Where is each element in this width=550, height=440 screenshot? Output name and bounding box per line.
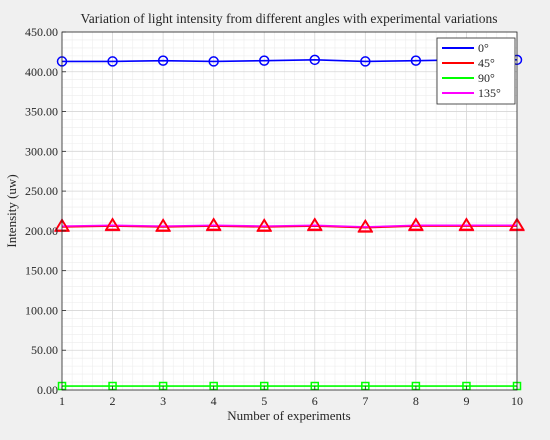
legend-label: 45° — [478, 56, 495, 70]
data-point-outline — [256, 218, 273, 232]
x-tick-label: 9 — [463, 394, 469, 408]
y-tick-label: 100.00 — [25, 303, 58, 317]
x-tick-label: 4 — [211, 394, 217, 408]
x-tick-label: 10 — [511, 394, 523, 408]
legend-label: 90° — [478, 71, 495, 85]
x-tick-label: 7 — [362, 394, 368, 408]
y-tick-label: 350.00 — [25, 105, 58, 119]
legend-label: 0° — [478, 41, 489, 55]
data-point — [157, 55, 169, 66]
data-point-outline — [205, 217, 222, 231]
series-line — [61, 224, 517, 228]
data-point-outline — [104, 217, 121, 231]
data-point-outline — [357, 218, 374, 232]
data-point — [309, 54, 321, 66]
x-tick-label: 1 — [59, 394, 65, 408]
y-tick-label: 250.00 — [25, 184, 58, 198]
x-tick-label: 3 — [160, 394, 166, 408]
data-point-outline — [306, 217, 323, 231]
data-point — [107, 56, 118, 67]
x-tick-label: 2 — [110, 394, 116, 408]
data-point — [208, 56, 219, 67]
y-tick-label: 400.00 — [25, 65, 58, 79]
x-tick-label: 8 — [413, 394, 419, 408]
data-point — [360, 56, 371, 67]
x-axis-title: Number of experiments — [227, 408, 350, 423]
series-3 — [54, 217, 525, 232]
plot-frame — [61, 31, 518, 391]
y-tick-label: 0.00 — [37, 383, 58, 397]
legend: 0°45°90°135° — [436, 37, 516, 105]
y-tick-label: 50.00 — [31, 343, 58, 357]
data-point-outline — [408, 217, 424, 231]
y-axis: 0.00 50.00 100.00 150.00 200.00 250.00 300.00 3… — [25, 25, 66, 397]
x-tick-label: 5 — [261, 394, 267, 408]
data-point — [258, 55, 270, 66]
y-tick-label: 300.00 — [25, 144, 58, 158]
y-axis-title: Intensity (uw) — [4, 174, 19, 247]
x-axis: 1 2 3 4 5 6 7 8 9 10 — [59, 386, 523, 408]
x-tick-label: 6 — [312, 394, 318, 408]
minor-grid — [62, 32, 517, 390]
legend-label: 135° — [478, 86, 501, 100]
y-tick-label: 150.00 — [25, 264, 58, 278]
data-point-outline — [155, 218, 171, 232]
series-layer — [54, 54, 525, 391]
y-tick-label: 200.00 — [25, 224, 58, 238]
data-point — [410, 55, 422, 66]
y-tick-label: 450.00 — [25, 25, 58, 39]
data-point-outline — [458, 217, 475, 231]
chart-title: Variation of light intensity from differ… — [80, 11, 497, 26]
